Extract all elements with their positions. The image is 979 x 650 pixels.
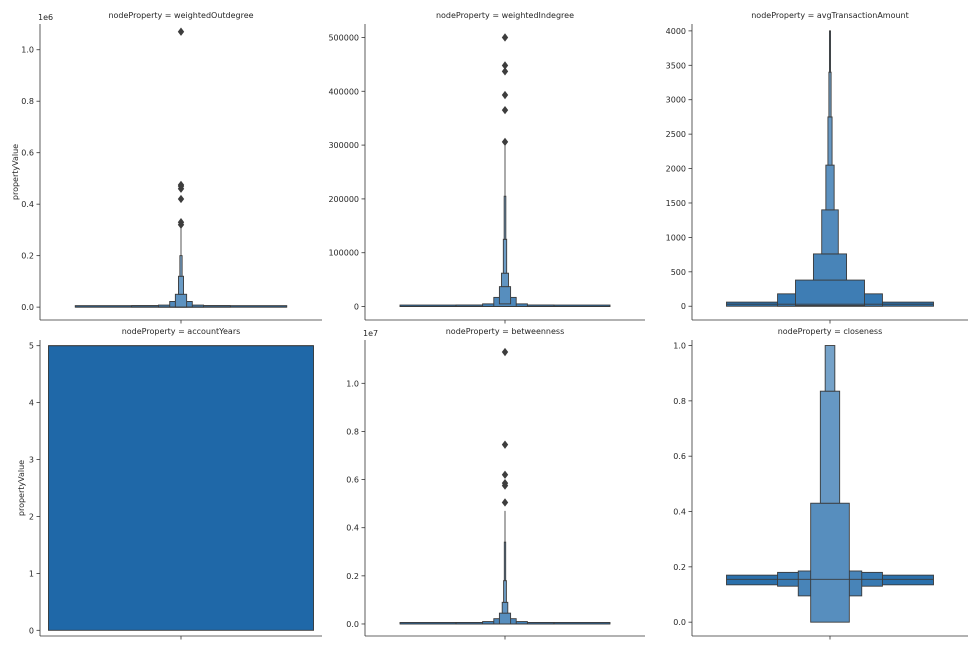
- boxen-level: [824, 345, 836, 392]
- outlier-point: [177, 194, 185, 204]
- axis-offset-label: 1e7: [363, 329, 378, 338]
- boxen-level: [48, 345, 314, 631]
- panel-title: nodeProperty = weightedOutdegree: [108, 11, 253, 20]
- y-tick-label: 3: [29, 456, 34, 465]
- y-tick-label: 4000: [666, 27, 686, 36]
- outlier-point: [177, 180, 185, 190]
- y-tick-label: 400000: [328, 87, 359, 96]
- panel-2: 0 100000 200000 300000 400000 500000 nodePrope…: [328, 11, 645, 324]
- outlier-point: [177, 27, 185, 36]
- y-tick-label: 0: [29, 626, 34, 635]
- y-tick-label: 0.6: [673, 452, 686, 461]
- outlier-point: [501, 105, 509, 115]
- boxen-level: [503, 580, 507, 603]
- y-tick-label: 500000: [328, 33, 359, 42]
- axis-offset-label: 1e6: [38, 13, 53, 22]
- y-tick-label: 0.8: [21, 97, 34, 106]
- panel-1: 0.0 0.2 0.4 0.6 0.8 1.0 1e6 nodeProperty = weig…: [11, 11, 322, 324]
- y-tick-label: 1.0: [346, 379, 359, 388]
- panel-title: nodeProperty = weightedIndegree: [436, 11, 574, 20]
- boxen-level: [827, 116, 833, 166]
- boxen-level: [179, 255, 183, 277]
- y-tick-label: 0.6: [346, 476, 359, 485]
- panel-title: nodeProperty = accountYears: [122, 327, 241, 336]
- outlier-point: [501, 347, 509, 357]
- boxen-level: [828, 30, 832, 73]
- y-tick-label: 0.0: [346, 620, 359, 629]
- boxen-level: [503, 541, 507, 582]
- y-tick-label: 2: [29, 512, 34, 521]
- y-tick-label: 2000: [666, 165, 686, 174]
- y-tick-label: 5: [29, 342, 34, 351]
- y-tick-label: 0.4: [673, 508, 686, 517]
- y-axis-label: propertyValue: [11, 144, 20, 200]
- y-tick-label: 0.2: [673, 563, 686, 572]
- y-tick-label: 200000: [328, 195, 359, 204]
- y-tick-label: 0.4: [346, 524, 359, 533]
- boxen-level: [821, 209, 839, 255]
- outlier-point: [501, 498, 509, 507]
- y-tick-label: 300000: [328, 141, 359, 150]
- y-tick-label: 0.2: [346, 572, 359, 581]
- boxen-level: [810, 502, 850, 623]
- y-tick-label: 100000: [328, 249, 359, 258]
- y-tick-label: 1000: [666, 233, 686, 242]
- boxen-level: [795, 279, 865, 306]
- boxen-level: [502, 238, 508, 274]
- y-tick-label: 0.6: [21, 149, 34, 158]
- y-tick-label: 0.8: [346, 427, 359, 436]
- panel-4: 0 1 2 3 4 5 nodeProperty = accountYears propert…: [17, 327, 322, 640]
- y-tick-label: 0.2: [21, 252, 34, 261]
- y-tick-label: 0.0: [673, 618, 686, 627]
- outlier-point: [501, 137, 509, 147]
- y-tick-label: 0: [681, 302, 686, 311]
- y-tick-label: 0.0: [21, 303, 34, 312]
- outlier-point: [177, 218, 185, 227]
- y-tick-label: 1.0: [673, 342, 686, 351]
- outlier-point: [501, 67, 509, 76]
- panel-title: nodeProperty = avgTransactionAmount: [751, 11, 909, 20]
- boxen-level: [498, 286, 512, 305]
- y-tick-label: 1: [29, 569, 34, 578]
- outlier-point: [501, 90, 509, 100]
- panel-3: 0 500 1000 1500 2000 2500 3000 3500 4000 nodeProp…: [666, 11, 968, 324]
- boxen-level: [498, 612, 512, 625]
- y-tick-label: 1.0: [21, 46, 34, 55]
- outlier-point: [501, 33, 509, 42]
- y-tick-label: 0.4: [21, 200, 34, 209]
- y-tick-label: 0.8: [673, 397, 686, 406]
- boxen-level: [812, 253, 848, 281]
- boxen-level: [828, 71, 832, 118]
- y-tick-label: 2500: [666, 130, 686, 139]
- y-tick-label: 1500: [666, 199, 686, 208]
- y-tick-label: 500: [671, 268, 686, 277]
- y-tick-label: 0: [354, 303, 359, 312]
- y-tick-label: 3500: [666, 61, 686, 70]
- boxen-level: [819, 390, 841, 504]
- boxen-level: [174, 293, 188, 308]
- y-tick-label: 4: [29, 399, 34, 408]
- panel-5: 0.0 0.2 0.4 0.6 0.8 1.0 1e7 nodeProperty = betw…: [346, 327, 645, 640]
- panel-title: nodeProperty = closeness: [778, 327, 883, 336]
- boxen-level: [825, 164, 835, 211]
- boxen-level: [501, 272, 509, 288]
- panel-title: nodeProperty = betweenness: [446, 327, 565, 336]
- y-tick-label: 3000: [666, 96, 686, 105]
- outlier-point: [501, 470, 509, 479]
- outlier-point: [501, 479, 509, 488]
- y-axis-label: propertyValue: [17, 460, 26, 516]
- boxen-level: [178, 275, 184, 295]
- outlier-point: [501, 440, 509, 449]
- outlier-point: [501, 61, 509, 70]
- boxen-level: [503, 195, 507, 240]
- boxen-level: [501, 601, 509, 614]
- panel-6: 0.0 0.2 0.4 0.6 0.8 1.0 nodeProperty = closene…: [673, 327, 968, 640]
